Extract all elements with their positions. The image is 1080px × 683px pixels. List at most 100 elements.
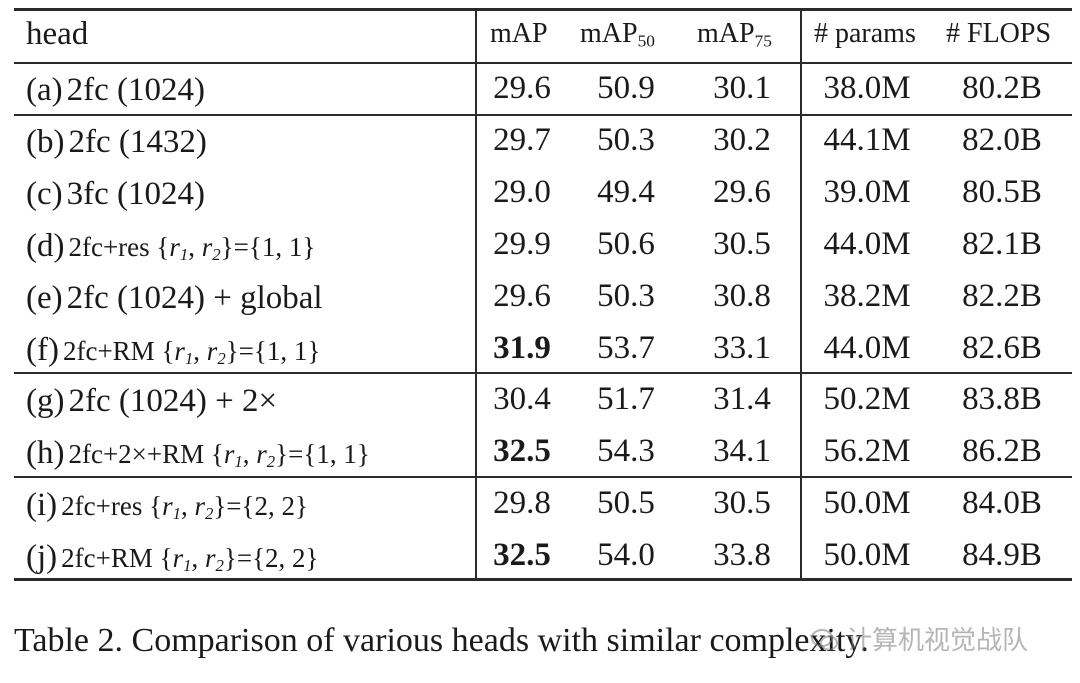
header-map50: mAP50 [580, 18, 655, 51]
math-r2: r2 [206, 336, 226, 369]
cell-map50: 50.3 [597, 122, 655, 158]
row-label: (c) 3fc (1024) [26, 178, 205, 211]
header-params: # params [814, 18, 916, 49]
cell-map75: 29.6 [713, 174, 771, 210]
cell-flops: 82.2B [962, 278, 1042, 314]
row-label: (h) 2fc+2×+RM {r1, r2}={1, 1} [26, 437, 370, 471]
row-description: 2fc+RM [62, 336, 155, 366]
math-r2: r2 [204, 543, 224, 576]
row-label: (j) 2fc+RM {r1, r2}={2, 2} [26, 541, 318, 575]
cell-map: 29.6 [493, 278, 551, 314]
row-description: 2fc (1024) + global [66, 280, 323, 316]
header-map: mAP [490, 18, 548, 49]
cell-map: 29.9 [493, 226, 551, 262]
cell-params: 44.1M [823, 122, 911, 158]
cell-map: 32.5 [493, 433, 551, 469]
row-set-value: {1, 1} [253, 336, 321, 366]
cell-map50: 50.9 [597, 70, 655, 106]
row-math: {r1, r2}={1, 1} [149, 232, 316, 265]
row-description: 2fc+RM [61, 543, 153, 573]
row-description: 2fc+2×+RM [68, 439, 205, 469]
table-bottom-rule [14, 578, 1072, 581]
cell-flops: 80.5B [962, 174, 1042, 210]
header-flops: # FLOPS [946, 18, 1052, 49]
cell-params: 44.0M [823, 226, 911, 262]
cell-params: 56.2M [823, 433, 911, 469]
cell-params: 50.0M [823, 485, 911, 521]
cell-flops: 82.6B [962, 330, 1042, 366]
row-tag: (c) [26, 176, 63, 212]
row-set-value: {2, 2} [241, 491, 308, 521]
row-label: (e) 2fc (1024) + global [26, 282, 323, 315]
table-caption: Table 2. Comparison of various heads wit… [14, 622, 869, 659]
cell-map50: 54.3 [597, 433, 655, 469]
watermark-text: 计算机视觉战队 [846, 626, 1029, 656]
watermark: 计算机视觉战队 [810, 620, 1028, 657]
cell-map75: 30.5 [713, 226, 771, 262]
header-map75: mAP75 [697, 18, 772, 51]
cell-map75: 30.2 [713, 122, 771, 158]
row-label: (d) 2fc+res {r1, r2}={1, 1} [26, 230, 315, 264]
column-divider-metrics [800, 8, 802, 580]
row-tag: (a) [26, 72, 63, 108]
header-rule [14, 62, 1072, 64]
cell-params: 44.0M [823, 330, 911, 366]
row-math: {r1, r2}={2, 2} [142, 491, 308, 524]
math-r2: r2 [256, 439, 276, 472]
row-tag: (f) [26, 332, 59, 368]
cell-params: 38.2M [823, 278, 911, 314]
row-label: (i) 2fc+res {r1, r2}={2, 2} [26, 489, 308, 523]
cell-flops: 86.2B [962, 433, 1042, 469]
row-tag: (j) [26, 539, 58, 575]
group-rule-3 [14, 476, 1072, 478]
row-label: (a) 2fc (1024) [26, 74, 205, 107]
cell-map50: 54.0 [597, 537, 655, 573]
math-r1: r1 [162, 491, 181, 524]
row-description: 2fc (1432) [68, 124, 207, 160]
math-r2: r2 [201, 232, 221, 265]
cell-flops: 84.9B [962, 537, 1042, 573]
cell-map75: 33.8 [713, 537, 771, 573]
row-label: (f) 2fc+RM {r1, r2}={1, 1} [26, 334, 320, 368]
cell-params: 50.0M [823, 537, 911, 573]
row-description: 2fc+res [61, 491, 143, 521]
wechat-icon [811, 629, 838, 651]
row-description: 2fc (1024) [66, 72, 206, 108]
row-tag: (b) [26, 124, 65, 160]
row-set-value: {1, 1} [248, 232, 316, 262]
row-set-value: {2, 2} [252, 543, 319, 573]
cell-params: 50.2M [823, 381, 911, 417]
cell-map50: 53.7 [597, 330, 655, 366]
row-tag: (h) [26, 435, 65, 471]
cell-map50: 50.5 [597, 485, 655, 521]
header-head: head [26, 16, 89, 52]
cell-flops: 80.2B [962, 70, 1042, 106]
cell-map75: 34.1 [713, 433, 771, 469]
cell-params: 38.0M [823, 70, 911, 106]
cell-map: 29.0 [493, 174, 551, 210]
cell-params: 39.0M [823, 174, 911, 210]
cell-map50: 49.4 [597, 174, 655, 210]
math-r1: r1 [174, 336, 194, 369]
row-tag: (i) [26, 487, 58, 523]
row-math: {r1, r2}={1, 1} [204, 439, 370, 472]
cell-map: 30.4 [493, 381, 551, 417]
row-tag: (d) [26, 228, 65, 264]
row-math: {r1, r2}={1, 1} [154, 336, 321, 369]
cell-map75: 30.8 [713, 278, 771, 314]
cell-map50: 51.7 [597, 381, 655, 417]
cell-flops: 83.8B [962, 381, 1042, 417]
cell-flops: 84.0B [962, 485, 1042, 521]
row-tag: (g) [26, 383, 65, 419]
row-description: 2fc+res [68, 232, 150, 262]
cell-map75: 33.1 [713, 330, 771, 366]
math-r1: r1 [223, 439, 243, 472]
row-label: (b) 2fc (1432) [26, 126, 207, 159]
cell-map: 29.8 [493, 485, 551, 521]
column-divider-head [475, 8, 477, 580]
cell-map: 32.5 [493, 537, 551, 573]
cell-map50: 50.3 [597, 278, 655, 314]
cell-flops: 82.1B [962, 226, 1042, 262]
row-description: 2fc (1024) + 2× [68, 383, 278, 419]
